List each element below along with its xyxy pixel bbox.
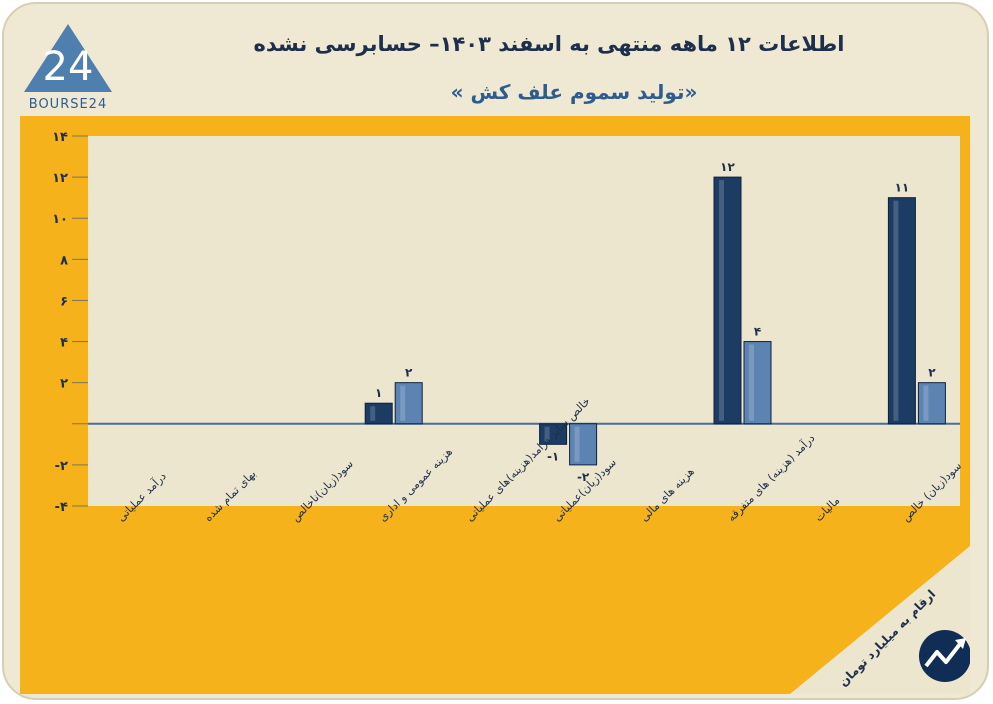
bar-highlight bbox=[574, 426, 580, 462]
bar-highlight bbox=[893, 200, 899, 421]
data-label: ۱۱ bbox=[895, 181, 910, 195]
data-label: ۱۲ bbox=[720, 160, 735, 174]
chart-title: اطلاعات ۱۲ ماهه منتهی به اسفند ۱۴۰۳– حسا… bbox=[253, 32, 845, 56]
bar-prev-period bbox=[887, 197, 916, 425]
bar-curr-period bbox=[917, 382, 946, 425]
y-tick-label: ۶ bbox=[60, 294, 68, 309]
logo-number: 24 bbox=[43, 44, 94, 90]
bar-highlight bbox=[923, 385, 929, 421]
bar-curr-period bbox=[743, 341, 772, 425]
y-tick-label: ۴ bbox=[60, 336, 68, 351]
y-tick-label: -۴ bbox=[55, 500, 68, 515]
y-tick-label: ۱۰ bbox=[52, 212, 68, 227]
y-tick-label: -۲ bbox=[55, 459, 68, 474]
y-tick-label: ۱۴ bbox=[52, 130, 68, 145]
bar-highlight bbox=[400, 385, 406, 421]
bar-prev-period bbox=[713, 176, 742, 425]
data-label: ۱ bbox=[375, 386, 382, 400]
y-tick-label: ۲ bbox=[60, 377, 68, 392]
bar-highlight bbox=[719, 180, 724, 421]
plot-area bbox=[88, 136, 960, 506]
bar-curr-period bbox=[569, 423, 598, 466]
logo-text: BOURSE24 bbox=[29, 97, 107, 112]
bar-prev-period bbox=[364, 402, 393, 425]
y-tick-label: ۸ bbox=[60, 253, 68, 268]
data-label: -۲ bbox=[577, 470, 590, 484]
trend-icon bbox=[919, 630, 970, 682]
data-label: ۴ bbox=[754, 325, 761, 339]
bars-layer bbox=[364, 176, 946, 466]
y-tick-label: ۱۲ bbox=[52, 171, 68, 186]
bar-highlight bbox=[370, 406, 376, 421]
data-label: -۱ bbox=[547, 449, 559, 463]
bar-highlight bbox=[544, 426, 550, 442]
bar-curr-period bbox=[394, 382, 423, 425]
data-label: ۲ bbox=[405, 366, 413, 380]
data-label: ۲ bbox=[928, 366, 936, 380]
bourse24-logo: 24 BOURSE24 bbox=[24, 24, 112, 112]
bar-prev-period bbox=[539, 423, 568, 445]
chart-panel: ۱۴ ۱۲ ۱۰ ۸ ۶ ۴ ۲ -۲ -۴ درآمد عملیاتی بهای تمام شد… bbox=[20, 116, 970, 694]
chart-subtitle: «تولید سموم علف کش » bbox=[450, 80, 698, 104]
bar-highlight bbox=[749, 344, 754, 421]
